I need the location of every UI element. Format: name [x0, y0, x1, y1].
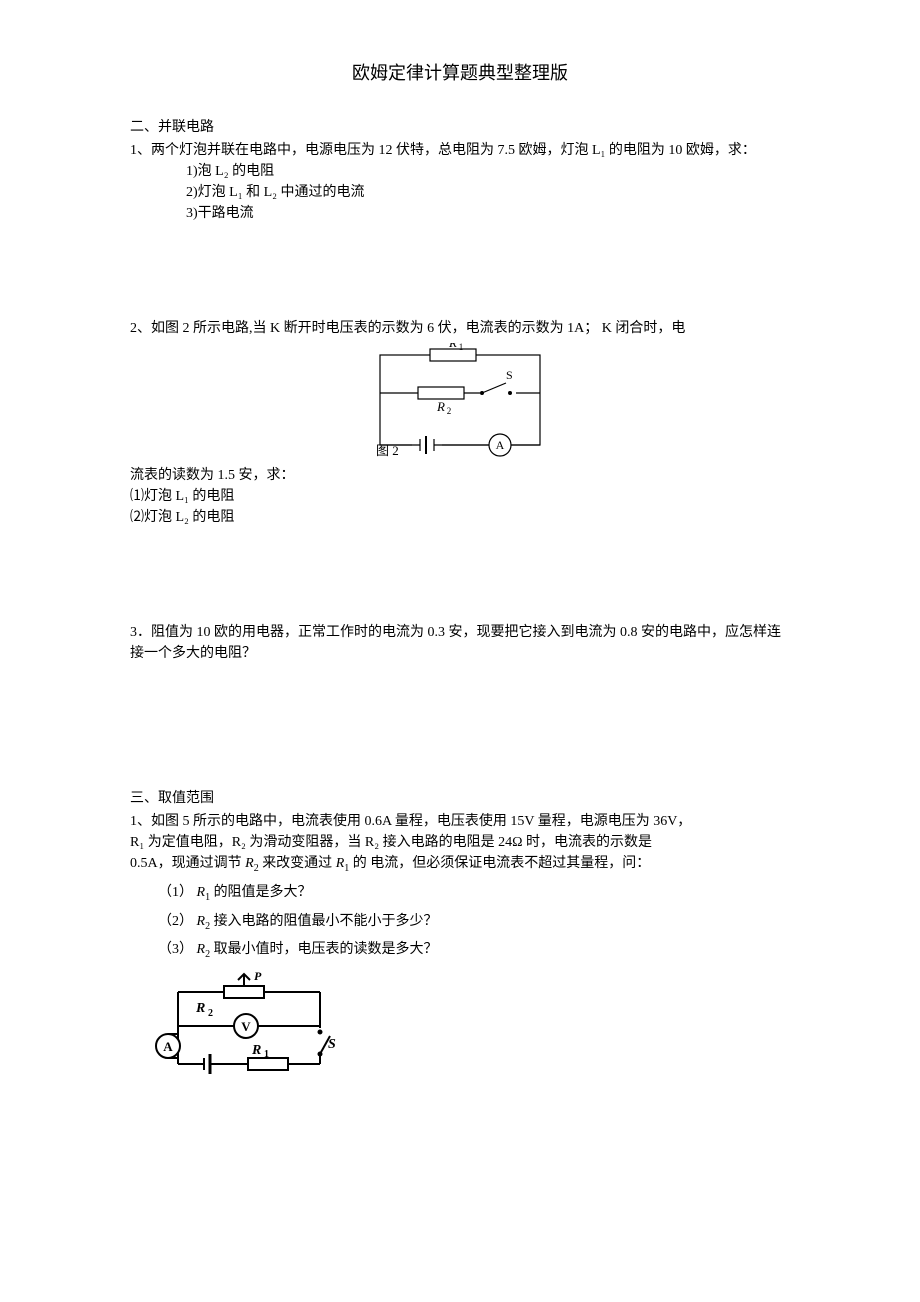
problem-2-2: 2、如图 2 所示电路,当 K 断开时电压表的示数为 6 伏，电流表的示数为 1… — [130, 318, 790, 528]
spacer — [130, 668, 790, 758]
problem-2-2-stem-a: 2、如图 2 所示电路,当 K 断开时电压表的示数为 6 伏，电流表的示数为 1… — [130, 318, 790, 339]
svg-text:A: A — [163, 1039, 173, 1054]
svg-text:2: 2 — [208, 1008, 213, 1019]
section-2-heading: 二、并联电路 — [130, 117, 790, 138]
page-title: 欧姆定律计算题典型整理版 — [130, 60, 790, 87]
document-page: 欧姆定律计算题典型整理版 二、并联电路 1、两个灯泡并联在电路中，电源电压为 1… — [0, 0, 920, 1302]
var-r1: R — [336, 856, 345, 871]
problem-3-1: 1、如图 5 所示的电路中，电流表使用 0.6A 量程，电压表使用 15V 量程… — [130, 811, 790, 1078]
circuit-5-svg: P R 2 V S A — [154, 968, 344, 1078]
problem-3-1-q1: （1） R1 的阻值是多大？ — [158, 882, 790, 905]
svg-text:A: A — [496, 438, 505, 452]
svg-text:S: S — [328, 1037, 336, 1052]
problem-2-1-stem: 1、两个灯泡并联在电路中，电源电压为 12 伏特，总电阻为 7.5 欧姆，灯泡 … — [130, 140, 790, 161]
svg-text:P: P — [254, 969, 262, 983]
problem-2-2-q1: ⑴灯泡 L₁ 的电阻 — [130, 486, 790, 507]
var: R — [197, 942, 206, 957]
circuit-figure-2: R 1 R 2 S — [130, 343, 790, 463]
text: 0.5A，现通过调节 — [130, 856, 245, 871]
problem-3-1-q2: （2） R2 接入电路的阻值最小不能小于多少？ — [158, 911, 790, 934]
var: R — [197, 885, 206, 900]
problem-2-1-q2: 2)灯泡 L₁ 和 L₂ 中通过的电流 — [130, 182, 790, 203]
problem-3-1-line2: R₁ 为定值电阻，R₂ 为滑动变阻器，当 R₂ 接入电路的电阻是 24Ω 时，电… — [130, 832, 790, 853]
section-3-heading: 三、取值范围 — [130, 788, 790, 809]
svg-text:R: R — [195, 1001, 205, 1016]
text: （2） — [158, 914, 197, 929]
svg-text:1: 1 — [459, 343, 464, 352]
text: 的 电流，但必须保证电流表不超过其量程，问： — [349, 856, 650, 871]
circuit-2-svg: R 1 R 2 S — [350, 343, 570, 463]
circuit-figure-5: P R 2 V S A — [154, 968, 790, 1078]
svg-text:V: V — [241, 1019, 251, 1034]
problem-3-1-line1: 1、如图 5 所示的电路中，电流表使用 0.6A 量程，电压表使用 15V 量程… — [130, 811, 790, 832]
svg-text:R: R — [251, 1043, 261, 1058]
svg-text:图 2: 图 2 — [376, 443, 399, 458]
var: R — [197, 914, 206, 929]
problem-2-1-q3: 3)干路电流 — [130, 203, 790, 224]
text: 取最小值时，电压表的读数是多大？ — [210, 942, 438, 957]
text: 来改变通过 — [259, 856, 336, 871]
problem-2-3-stem: 3．阻值为 10 欧的用电器，正常工作时的电流为 0.3 安，现要把它接入到电流… — [130, 622, 790, 664]
problem-2-2-stem-b: 流表的读数为 1.5 安，求： — [130, 465, 790, 486]
problem-2-3: 3．阻值为 10 欧的用电器，正常工作时的电流为 0.3 安，现要把它接入到电流… — [130, 622, 790, 664]
spacer — [130, 532, 790, 622]
var-r2: R — [245, 856, 254, 871]
spacer — [130, 228, 790, 318]
problem-3-1-q3: （3） R2 取最小值时，电压表的读数是多大？ — [158, 939, 790, 962]
svg-text:R: R — [436, 399, 445, 414]
spacer — [130, 758, 790, 778]
svg-text:R: R — [448, 343, 457, 350]
svg-text:2: 2 — [447, 406, 452, 416]
problem-2-1: 1、两个灯泡并联在电路中，电源电压为 12 伏特，总电阻为 7.5 欧姆，灯泡 … — [130, 140, 790, 224]
text: 的阻值是多大？ — [210, 885, 312, 900]
text: （3） — [158, 942, 197, 957]
problem-3-1-line3: 0.5A，现通过调节 R2 来改变通过 R1 的 电流，但必须保证电流表不超过其… — [130, 853, 790, 876]
problem-2-2-q2: ⑵灯泡 L₂ 的电阻 — [130, 507, 790, 528]
problem-2-1-q1: 1)泡 L₂ 的电阻 — [130, 161, 790, 182]
text: 接入电路的阻值最小不能小于多少？ — [210, 914, 438, 929]
text: （1） — [158, 885, 197, 900]
svg-text:S: S — [506, 368, 513, 382]
svg-text:1: 1 — [264, 1049, 269, 1060]
